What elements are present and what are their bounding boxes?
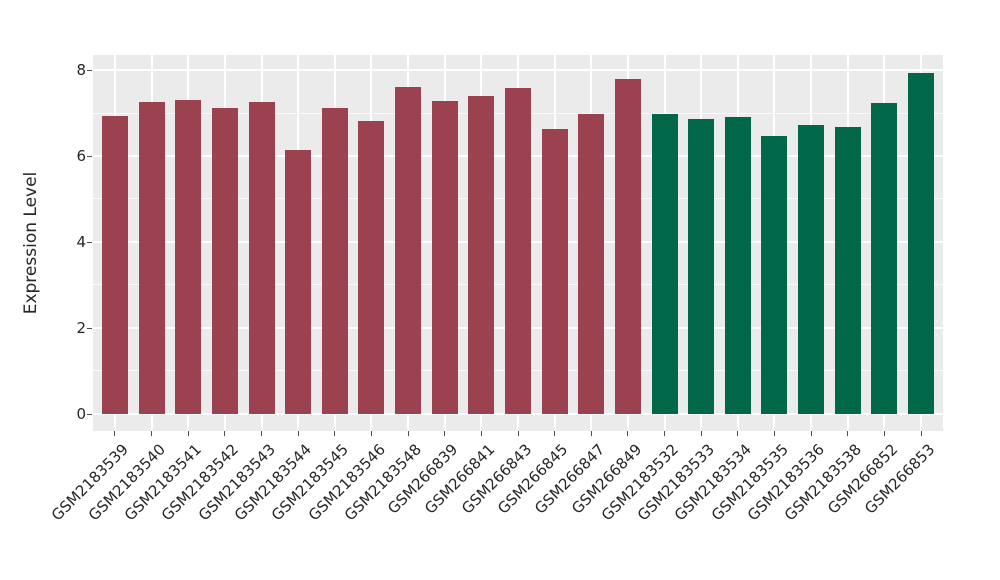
x-tick-mark (224, 431, 226, 436)
bar-GSM266852 (871, 102, 898, 414)
x-tick-mark (444, 431, 446, 436)
y-tick-label: 0 (76, 404, 86, 423)
x-tick-mark (151, 431, 153, 436)
y-tick-label: 4 (76, 232, 86, 251)
x-tick-mark (370, 431, 372, 436)
y-tick-label: 8 (76, 61, 86, 80)
bar-GSM2183540 (138, 101, 165, 414)
bar-GSM266847 (578, 113, 605, 414)
y-tick-mark (87, 155, 92, 157)
x-tick-mark (297, 431, 299, 436)
x-tick-mark (920, 431, 922, 436)
y-tick-mark (87, 70, 92, 72)
x-tick-mark (737, 431, 739, 436)
bar-GSM2183542 (211, 107, 238, 414)
bar-GSM266839 (431, 100, 458, 414)
x-tick-mark (590, 431, 592, 436)
bar-GSM266849 (614, 78, 641, 414)
bar-GSM266843 (505, 88, 531, 414)
bar-GSM2183543 (248, 101, 275, 414)
plot-panel (93, 55, 943, 431)
x-tick-mark (480, 431, 482, 436)
x-tick-mark (883, 431, 885, 436)
x-tick-mark (334, 431, 336, 436)
bar-GSM2183533 (688, 119, 715, 414)
bar-GSM2183536 (798, 124, 825, 414)
x-tick-mark (810, 431, 812, 436)
y-tick-mark (87, 413, 92, 415)
x-tick-mark (664, 431, 666, 436)
bar-GSM266845 (541, 128, 568, 414)
x-tick-mark (627, 431, 629, 436)
x-tick-mark (517, 431, 519, 436)
x-tick-mark (554, 431, 556, 436)
bar-GSM2183546 (358, 120, 385, 414)
bar-GSM2183539 (101, 116, 128, 414)
bar-GSM2183532 (651, 113, 678, 414)
bar-GSM2183535 (761, 136, 788, 414)
y-tick-mark (87, 241, 92, 243)
x-tick-mark (261, 431, 263, 436)
x-tick-mark (114, 431, 116, 436)
x-tick-mark (187, 431, 189, 436)
x-tick-mark (407, 431, 409, 436)
y-tick-label: 6 (76, 146, 86, 165)
bar-GSM2183534 (724, 117, 751, 414)
x-tick-mark (773, 431, 775, 436)
bar-GSM266841 (468, 95, 495, 414)
x-tick-mark (700, 431, 702, 436)
bar-GSM2183538 (834, 126, 861, 414)
y-tick-label: 2 (76, 318, 86, 337)
bar-GSM2183541 (175, 99, 202, 414)
y-tick-mark (87, 327, 92, 329)
bar-GSM266853 (908, 73, 935, 414)
x-tick-mark (847, 431, 849, 436)
bar-GSM2183548 (395, 87, 422, 414)
bar-GSM2183545 (321, 107, 348, 414)
bar-GSM2183544 (285, 149, 312, 414)
